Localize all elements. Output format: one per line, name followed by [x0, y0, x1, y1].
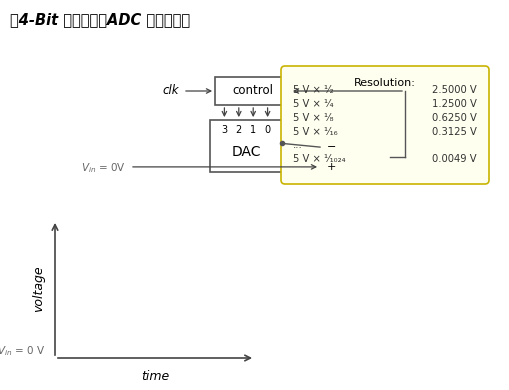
Text: $V_{in}$ = 0V: $V_{in}$ = 0V [81, 161, 126, 175]
Text: 1: 1 [250, 125, 256, 135]
Text: 5 V × ¹⁄₁₀₂₄: 5 V × ¹⁄₁₀₂₄ [293, 154, 346, 164]
Text: 以4-Bit 逐次逼近型ADC 举个栗子：: 以4-Bit 逐次逼近型ADC 举个栗子： [10, 12, 190, 27]
Text: voltage: voltage [33, 266, 45, 312]
Text: control: control [232, 85, 273, 98]
Text: 5 V × ¹⁄₂: 5 V × ¹⁄₂ [293, 85, 333, 95]
Polygon shape [320, 135, 390, 179]
Text: +: + [327, 162, 336, 172]
Text: 0.0049 V: 0.0049 V [432, 154, 477, 164]
Text: $V_{in}$ = 0 V: $V_{in}$ = 0 V [0, 344, 45, 358]
FancyBboxPatch shape [215, 77, 290, 105]
Text: 2: 2 [236, 125, 242, 135]
Text: 1.2500 V: 1.2500 V [432, 99, 477, 109]
FancyBboxPatch shape [210, 120, 282, 172]
Text: −: − [327, 142, 336, 152]
Text: 0.3125 V: 0.3125 V [432, 126, 477, 136]
Text: Resolution:: Resolution: [354, 78, 416, 88]
Text: 0.6250 V: 0.6250 V [432, 113, 477, 123]
FancyBboxPatch shape [281, 66, 489, 184]
Text: 5 V × ¹⁄₄: 5 V × ¹⁄₄ [293, 99, 333, 109]
Text: 5 V × ¹⁄₈: 5 V × ¹⁄₈ [293, 113, 333, 123]
Text: 5 V × ¹⁄₁₆: 5 V × ¹⁄₁₆ [293, 126, 337, 136]
Text: 2.5000 V: 2.5000 V [432, 85, 477, 95]
Text: 3: 3 [221, 125, 228, 135]
Text: ...: ... [293, 140, 303, 151]
Text: time: time [141, 370, 169, 383]
Text: 0: 0 [265, 125, 271, 135]
Text: DAC: DAC [231, 145, 261, 159]
Text: clk: clk [162, 85, 179, 98]
